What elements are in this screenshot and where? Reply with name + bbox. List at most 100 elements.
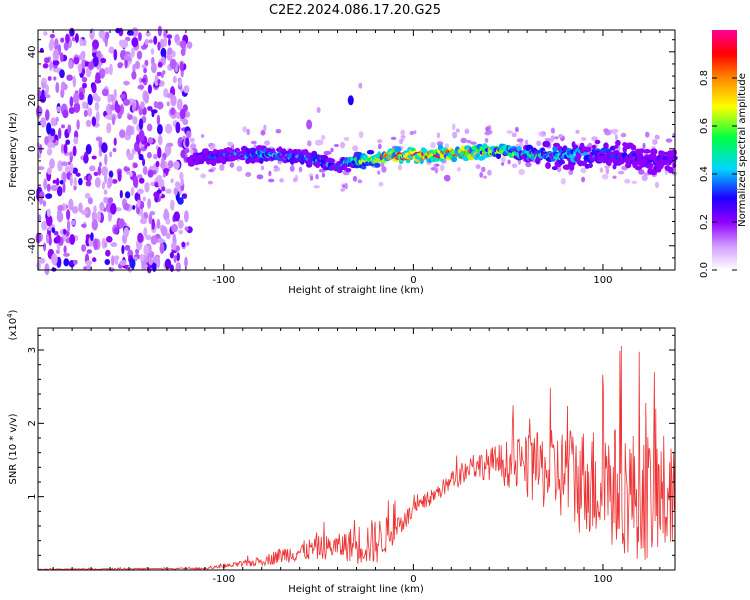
colorbar: 0.0 0.2 0.4 0.6 0.8 Normalized spectral ampl…: [699, 30, 748, 278]
heatmap-cell: [112, 147, 117, 153]
heatmap-cell: [80, 51, 85, 62]
heatmap-cell: [263, 124, 267, 132]
heatmap-cell: [180, 47, 186, 57]
heatmap-cell: [236, 165, 243, 172]
heatmap-cell: [37, 166, 45, 171]
heatmap-cell: [594, 139, 601, 145]
heatmap-cell: [104, 153, 108, 166]
heatmap-cell: [108, 170, 114, 178]
heatmap-cell: [145, 31, 151, 37]
heatmap-cell: [163, 36, 167, 48]
heatmap-cell: [92, 56, 99, 67]
heatmap-cell: [73, 102, 81, 113]
heatmap-cell: [184, 226, 189, 231]
heatmap-cell: [78, 202, 83, 213]
heatmap-cell: [81, 101, 87, 109]
heatmap-cell: [40, 117, 47, 128]
heatmap-cell: [615, 139, 621, 147]
heatmap-cell: [91, 155, 97, 160]
heatmap-cell: [670, 155, 678, 161]
heatmap-cell: [104, 172, 108, 185]
heatmap-cell: [161, 186, 166, 192]
heatmap-cell: [113, 137, 117, 146]
heatmap-cell: [452, 132, 456, 138]
heatmap-cell: [123, 167, 131, 172]
heatmap-cell: [581, 176, 586, 183]
heatmap-marks: [35, 25, 678, 276]
heatmap-cell: [178, 138, 183, 143]
heatmap-cell: [104, 31, 110, 40]
heatmap-cell: [456, 167, 461, 172]
heatmap-cell: [173, 211, 180, 222]
heatmap-cell: [69, 151, 73, 158]
heatmap-cell: [108, 46, 115, 54]
heatmap-cell: [630, 144, 637, 151]
heatmap-cell: [327, 158, 336, 163]
heatmap-cell: [552, 145, 558, 153]
heatmap-cell: [123, 80, 130, 86]
heatmap-cell: [174, 181, 181, 188]
heatmap-cell: [59, 180, 64, 185]
heatmap-cell: [95, 136, 103, 142]
heatmap-cell: [250, 140, 257, 145]
heatmap-cell: [62, 182, 66, 193]
heatmap-cell: [97, 166, 102, 176]
heatmap-cell: [377, 139, 383, 144]
heatmap-cell: [133, 162, 138, 169]
heatmap-cell: [62, 172, 67, 184]
heatmap-ytick-label: -20: [27, 189, 38, 205]
heatmap-cell: [49, 33, 56, 39]
heatmap-cell: [146, 123, 153, 132]
heatmap-cell: [69, 96, 74, 108]
heatmap-cell: [642, 142, 646, 149]
heatmap-cell: [47, 167, 52, 175]
heatmap-cell: [132, 175, 139, 188]
heatmap-cell: [83, 154, 89, 164]
heatmap-cell: [515, 126, 519, 133]
heatmap-cell: [98, 161, 102, 168]
heatmap-cell: [38, 214, 42, 222]
heatmap-cell: [69, 163, 74, 174]
heatmap-cell: [475, 164, 481, 170]
heatmap-cell: [144, 38, 149, 46]
heatmap-cell: [307, 140, 312, 147]
heatmap-cell: [173, 255, 177, 263]
heatmap-cell: [588, 162, 593, 168]
heatmap-cell: [340, 141, 346, 149]
heatmap-cell: [75, 172, 81, 177]
heatmap-cell: [550, 127, 556, 134]
heatmap-cell: [144, 143, 148, 150]
heatmap-cell: [207, 180, 213, 185]
heatmap-cell: [519, 141, 524, 148]
heatmap-cell: [68, 107, 75, 114]
heatmap-feature: [347, 95, 354, 106]
heatmap-cell: [178, 78, 182, 87]
heatmap-cell: [48, 236, 52, 246]
heatmap-cell: [182, 118, 189, 126]
heatmap-cell: [52, 67, 60, 73]
heatmap-cell: [455, 128, 460, 133]
heatmap-cell: [117, 62, 123, 69]
heatmap-cell: [667, 166, 674, 174]
heatmap-cell: [152, 261, 157, 272]
heatmap-cell: [625, 162, 632, 169]
heatmap-cell: [37, 153, 42, 159]
heatmap-cell: [357, 179, 363, 184]
heatmap-cell: [52, 179, 57, 184]
heatmap-cell: [50, 117, 57, 127]
heatmap-cell: [151, 218, 155, 230]
heatmap-cell: [289, 165, 295, 172]
heatmap-cell: [146, 151, 152, 159]
heatmap-cell: [155, 160, 160, 168]
heatmap-cell: [100, 57, 107, 64]
heatmap-cell: [477, 155, 485, 161]
heatmap-cell: [99, 201, 105, 212]
heatmap-cell: [91, 83, 97, 94]
heatmap-cell: [166, 92, 174, 99]
heatmap-cell: [162, 173, 166, 178]
heatmap-cell: [275, 129, 282, 134]
heatmap-cell: [73, 92, 80, 104]
heatmap-cell: [106, 122, 112, 134]
heatmap-cell: [63, 252, 70, 257]
heatmap-cell: [663, 160, 669, 165]
